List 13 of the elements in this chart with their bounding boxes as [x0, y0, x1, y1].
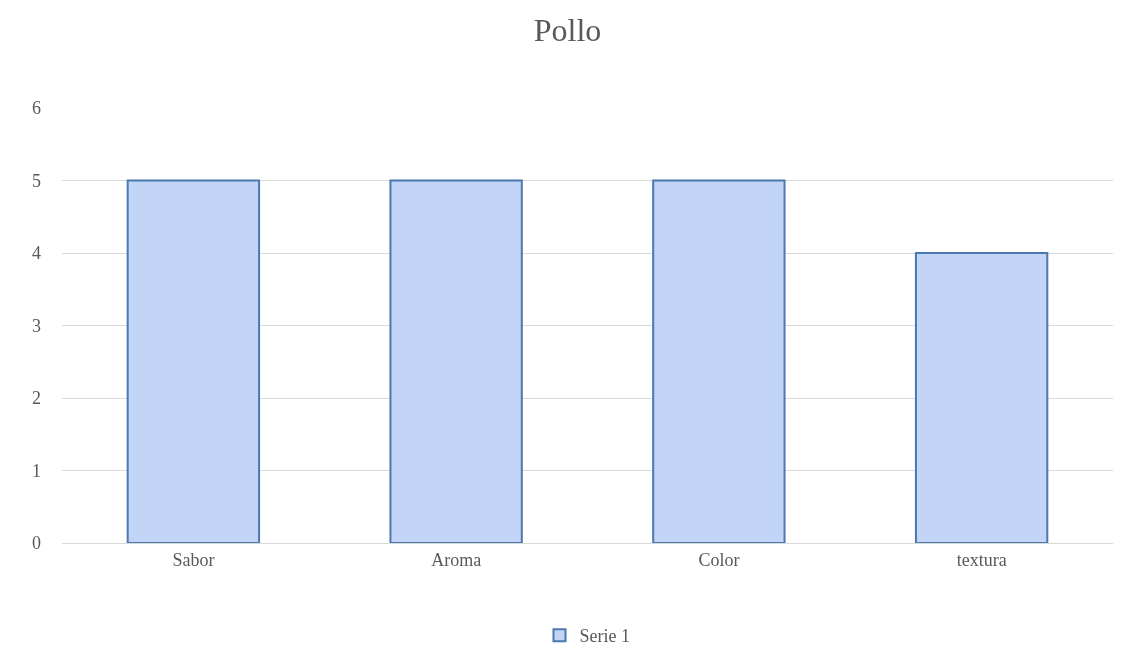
x-tick-label: Color	[698, 549, 740, 570]
y-tick-label: 2	[32, 388, 41, 409]
y-tick-label: 1	[32, 460, 41, 481]
chart-title: Pollo	[533, 12, 602, 49]
legend-label: Serie 1	[579, 626, 630, 647]
y-tick-label: 4	[32, 243, 41, 264]
x-tick-label: Sabor	[172, 549, 215, 570]
y-tick-label: 3	[32, 315, 41, 336]
x-tick-label: Aroma	[431, 549, 482, 570]
y-tick-label: 5	[32, 170, 41, 191]
y-tick-label: 6	[32, 98, 41, 119]
x-tick-label: textura	[956, 549, 1007, 570]
y-tick-label: 0	[32, 533, 41, 554]
